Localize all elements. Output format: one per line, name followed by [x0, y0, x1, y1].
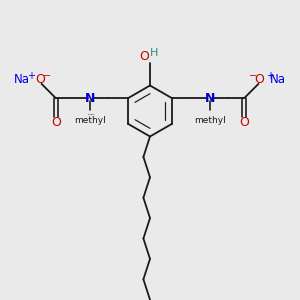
Text: methyl: methyl — [74, 116, 106, 125]
Text: N: N — [204, 92, 215, 105]
Text: O: O — [51, 116, 61, 129]
Text: +: + — [266, 71, 274, 81]
Text: O: O — [254, 74, 264, 86]
Text: N: N — [85, 92, 96, 105]
Text: +: + — [27, 71, 35, 81]
Text: methyl: methyl — [90, 114, 95, 115]
Text: Na: Na — [270, 74, 286, 86]
Text: methyl: methyl — [194, 116, 226, 125]
Text: H: H — [150, 48, 158, 58]
Text: −: − — [43, 71, 51, 81]
Text: O: O — [36, 74, 46, 86]
Text: O: O — [139, 50, 149, 63]
Text: methyl: methyl — [88, 114, 93, 115]
Text: −: − — [249, 71, 257, 81]
Text: O: O — [239, 116, 249, 129]
Text: Na: Na — [14, 74, 30, 86]
